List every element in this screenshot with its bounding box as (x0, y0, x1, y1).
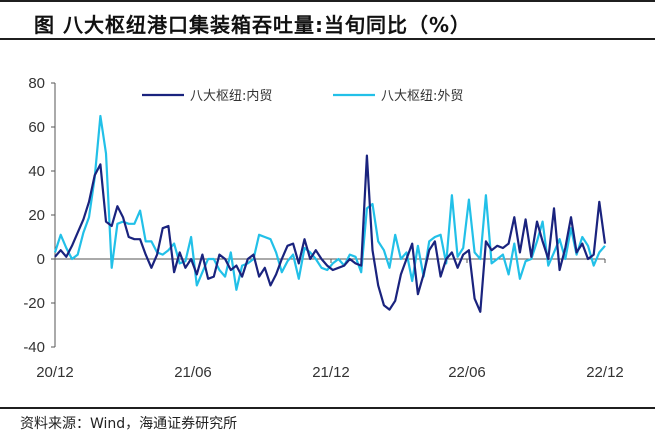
series-layer (53, 114, 607, 313)
source-note: 资料来源：Wind，海通证券研究所 (20, 416, 238, 432)
y-axis-ticks: 80 60 40 20 0 -20 -40 (23, 75, 55, 356)
source-divider (0, 407, 655, 409)
chart-title: 图 八大枢纽港口集装箱吞吐量:当旬同比（%） (34, 13, 471, 37)
legend: 八大枢纽:内贸 八大枢纽:外贸 (142, 88, 463, 104)
x-tick-label: 21/12 (312, 364, 350, 381)
x-tick-label: 20/12 (36, 364, 74, 381)
y-tick-label: -20 (23, 295, 45, 312)
x-tick-label: 22/12 (586, 364, 624, 381)
legend-item-domestic-label: 八大枢纽:内贸 (190, 88, 272, 104)
x-tick-label: 22/06 (448, 364, 486, 381)
series-line-foreign (53, 114, 606, 291)
x-tick-label: 21/06 (174, 364, 212, 381)
chart: 80 60 40 20 0 -20 -40 20/12 21/06 21/12 22/06 22/1… (23, 75, 624, 381)
title-bar: 图 八大枢纽港口集装箱吞吐量:当旬同比（%） (0, 0, 655, 40)
y-tick-label: 0 (37, 251, 45, 268)
y-tick-label: 60 (28, 119, 45, 136)
x-axis-ticks: 20/12 21/06 21/12 22/06 22/12 (36, 259, 624, 381)
series-line-domestic (54, 154, 607, 313)
legend-item-foreign-label: 八大枢纽:外贸 (381, 89, 463, 104)
y-tick-label: 80 (28, 75, 45, 92)
y-tick-label: 40 (28, 163, 45, 180)
y-tick-label: -40 (23, 339, 45, 356)
y-tick-label: 20 (28, 207, 45, 224)
